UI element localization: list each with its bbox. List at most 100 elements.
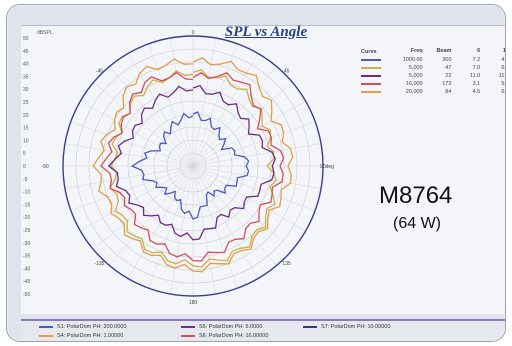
legend-cell: 6.6 <box>501 65 505 71</box>
legend-cell: 6.6 <box>501 89 505 95</box>
bottom-legend-item: S5: PolarDom PH: 5.0000 <box>181 324 262 330</box>
bottom-legend-line <box>39 335 53 337</box>
bottom-legend-label: S1: PolarDom PH: 200.0000 <box>57 324 127 330</box>
grid-spoke <box>80 100 194 167</box>
series-line <box>92 57 294 273</box>
legend-cell: 173 <box>442 81 452 87</box>
legend-cell: 5.5 <box>501 81 505 87</box>
y-tick-label: 30 <box>23 87 29 93</box>
legend-cell: 360 <box>442 57 452 63</box>
y-tick-label: 0 <box>23 164 26 170</box>
bottom-legend-line <box>303 326 317 328</box>
legend-swatch-cell <box>361 83 396 85</box>
bottom-legend-item: S7: PolarDom PH: 10.00000 <box>303 324 390 330</box>
legend-header-beam: Beam <box>436 48 452 54</box>
y-tick-label: 45 <box>23 49 29 55</box>
legend-header-6: 6 <box>477 48 481 54</box>
y-tick-label: 5 <box>23 151 26 157</box>
legend-cell: 22 <box>445 73 452 79</box>
legend-cell: 16,000 <box>405 81 423 87</box>
bottom-legend-item: S1: PolarDom PH: 200.0000 <box>39 324 126 330</box>
series-line <box>109 68 277 268</box>
y-tick-label: 25 <box>23 100 29 106</box>
y-tick-label: 35 <box>23 74 29 80</box>
grid-spoke <box>192 165 293 250</box>
bottom-legend-line <box>181 335 195 337</box>
bottom-legend-label: S5: PolarDom PH: 5.0000 <box>199 324 263 330</box>
grid-spoke <box>170 165 194 295</box>
legend-row: 16,000 173 3.1 5.5 <box>361 80 505 88</box>
angle-label: 135 <box>282 261 291 267</box>
legend-row: 5,000 22 11.0 11.2 <box>361 72 505 80</box>
grid-spoke <box>192 165 259 279</box>
outer-ring <box>62 35 324 297</box>
y-tick-label: -30 <box>23 241 30 247</box>
y-tick-label: -45 <box>23 279 30 285</box>
grid-spoke <box>192 143 322 167</box>
legend-header: Curve Freq Beam 6 10 <box>361 48 506 56</box>
legend-header-10: 10 <box>502 48 506 54</box>
legend-cell: 84 <box>445 89 452 95</box>
legend-swatch-cell <box>361 75 396 77</box>
bottom-legend-label: S6: PolarDom PH: 16.00000 <box>199 333 269 339</box>
grid-spoke <box>148 43 194 167</box>
bottom-legend-label: S7: PolarDom PH: 10.00000 <box>321 324 391 330</box>
grid-spoke <box>80 165 194 232</box>
y-tick-label: 10 <box>23 138 29 144</box>
grid-spoke <box>192 43 238 167</box>
grid-spoke <box>70 165 194 211</box>
grid-spoke <box>192 165 306 232</box>
grid-spoke <box>192 121 316 167</box>
y-tick-label: 15 <box>23 126 29 132</box>
angle-label: 0 <box>192 30 195 36</box>
legend-header-curve: Curve <box>361 49 377 55</box>
legend-cell: 20,000 <box>405 89 423 95</box>
grid-spoke <box>93 82 194 167</box>
legend-swatch-cell <box>361 59 396 61</box>
legend-swatch-cell <box>361 91 396 93</box>
plot-panel: SPL vs Angle dBSPL 50 45 40 35 30 25 20 15 10 5 0 -5… <box>21 24 506 314</box>
grid-spoke <box>192 165 277 266</box>
power-label: (64 W) <box>393 215 441 232</box>
grid-spoke <box>70 121 194 167</box>
grid-spoke <box>192 53 259 167</box>
y-tick-label: -40 <box>23 266 30 272</box>
y-tick-label: -15 <box>23 202 30 208</box>
y-tick-label: -5 <box>23 177 28 183</box>
grid-spoke <box>148 165 194 289</box>
legend-cell: 5,000 <box>408 73 423 79</box>
legend-cell: 3.1 <box>472 81 481 87</box>
grid-spoke <box>109 66 194 167</box>
y-tick-label: 20 <box>23 113 29 119</box>
bottom-legend-item: S6: PolarDom PH: 16.00000 <box>181 333 268 339</box>
grid-spoke <box>64 143 194 167</box>
grid-spoke <box>192 165 322 189</box>
bottom-legend-label: S4: PolarDom PH: 1.00000 <box>57 333 124 339</box>
model-label: M8764 <box>379 182 453 209</box>
grid-spoke <box>192 66 277 167</box>
angle-label: 180 <box>189 300 198 306</box>
legend-cell: 5,000 <box>408 65 423 71</box>
bottom-legend-item: S4: PolarDom PH: 1.00000 <box>39 333 123 339</box>
angle-label: 45 <box>284 68 290 74</box>
legend-swatch <box>361 83 381 85</box>
y-tick-label: 50 <box>23 36 29 42</box>
y-tick-label: 40 <box>23 62 29 68</box>
legend-row: 20,000 84 4.5 6.6 <box>361 88 505 96</box>
legend-row: 5,000 47 7.0 6.6 <box>361 64 505 72</box>
legend-table: Curve Freq Beam 6 10 1000.003607.24.45,0… <box>361 48 506 96</box>
legend-swatch <box>361 91 381 93</box>
window-frame: SPL vs Angle dBSPL 50 45 40 35 30 25 20 15 10 5 0 -5… <box>6 4 506 342</box>
polar-chart: dBSPL50454035302520151050-5-10-15-20-25-… <box>23 30 334 306</box>
legend-swatch <box>361 75 381 77</box>
legend-row: 1000.00 360 7.2 4.4 <box>361 56 505 64</box>
y-tick-label: -50 <box>23 292 30 298</box>
bottom-legend: S1: PolarDom PH: 200.0000 S5: PolarDom PH… <box>21 319 505 341</box>
series-line <box>100 71 285 262</box>
bottom-legend-line <box>39 326 53 328</box>
grid-spoke <box>192 82 293 167</box>
y-tick-label: -10 <box>23 190 30 196</box>
legend-cell: 47 <box>445 65 452 71</box>
legend-swatch <box>361 59 381 61</box>
angle-label: -45 <box>96 68 103 74</box>
